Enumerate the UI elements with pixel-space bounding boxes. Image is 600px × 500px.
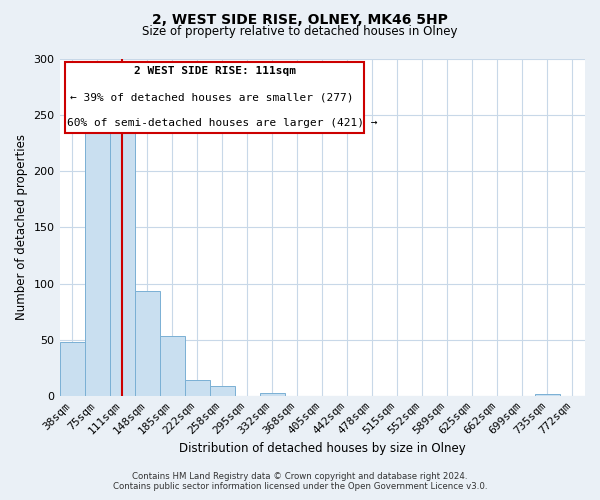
Bar [134, 292, 160, 396]
FancyBboxPatch shape [65, 62, 364, 133]
Bar [185, 380, 209, 396]
X-axis label: Distribution of detached houses by size in Olney: Distribution of detached houses by size … [179, 442, 466, 455]
Text: Size of property relative to detached houses in Olney: Size of property relative to detached ho… [142, 25, 458, 38]
Text: 2 WEST SIDE RISE: 111sqm: 2 WEST SIDE RISE: 111sqm [134, 66, 296, 76]
Bar [85, 132, 110, 396]
Bar [260, 392, 285, 396]
Text: 60% of semi-detached houses are larger (421) →: 60% of semi-detached houses are larger (… [67, 118, 378, 128]
Text: 2, WEST SIDE RISE, OLNEY, MK46 5HP: 2, WEST SIDE RISE, OLNEY, MK46 5HP [152, 12, 448, 26]
Text: ← 39% of detached houses are smaller (277): ← 39% of detached houses are smaller (27… [70, 92, 353, 102]
Text: Contains HM Land Registry data © Crown copyright and database right 2024.: Contains HM Land Registry data © Crown c… [132, 472, 468, 481]
Bar [160, 336, 185, 396]
Bar [209, 386, 235, 396]
Bar [59, 342, 85, 396]
Bar [110, 112, 134, 396]
Y-axis label: Number of detached properties: Number of detached properties [15, 134, 28, 320]
Text: Contains public sector information licensed under the Open Government Licence v3: Contains public sector information licen… [113, 482, 487, 491]
Bar [535, 394, 560, 396]
